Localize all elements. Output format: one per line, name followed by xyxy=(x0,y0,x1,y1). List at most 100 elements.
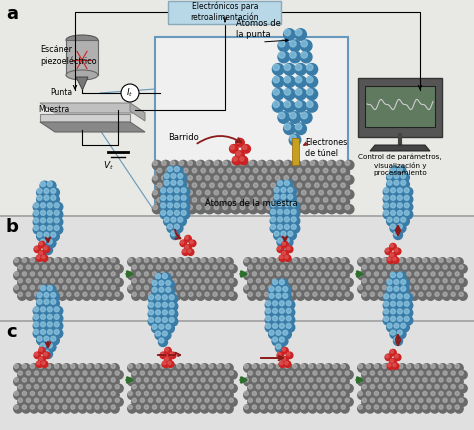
Circle shape xyxy=(431,258,435,262)
Circle shape xyxy=(204,398,213,406)
Circle shape xyxy=(168,405,177,413)
Circle shape xyxy=(193,405,197,409)
Circle shape xyxy=(209,272,213,276)
Circle shape xyxy=(55,378,59,382)
Circle shape xyxy=(244,197,254,206)
Circle shape xyxy=(201,258,205,262)
Circle shape xyxy=(362,264,370,273)
Circle shape xyxy=(415,405,419,409)
Circle shape xyxy=(401,280,406,284)
Circle shape xyxy=(128,378,136,386)
Circle shape xyxy=(152,285,161,293)
Circle shape xyxy=(209,258,217,266)
Circle shape xyxy=(87,286,91,290)
Circle shape xyxy=(419,384,423,389)
Circle shape xyxy=(427,265,431,269)
Circle shape xyxy=(225,272,229,276)
Circle shape xyxy=(132,292,137,296)
Circle shape xyxy=(341,198,346,202)
Circle shape xyxy=(107,292,111,296)
Circle shape xyxy=(370,279,374,283)
Circle shape xyxy=(67,265,71,269)
Circle shape xyxy=(159,280,164,286)
Circle shape xyxy=(39,347,45,354)
Circle shape xyxy=(18,265,22,269)
Circle shape xyxy=(279,337,288,346)
Circle shape xyxy=(212,292,221,300)
Circle shape xyxy=(390,253,396,259)
Circle shape xyxy=(188,264,197,273)
Circle shape xyxy=(136,258,140,262)
Circle shape xyxy=(402,279,407,283)
Circle shape xyxy=(422,405,431,413)
Circle shape xyxy=(391,167,395,172)
Circle shape xyxy=(282,357,285,360)
Circle shape xyxy=(160,195,169,204)
Circle shape xyxy=(290,40,296,47)
Circle shape xyxy=(248,398,253,402)
Circle shape xyxy=(309,258,313,262)
Circle shape xyxy=(169,310,174,315)
Circle shape xyxy=(188,175,192,180)
Circle shape xyxy=(94,271,103,280)
Circle shape xyxy=(285,361,288,365)
Circle shape xyxy=(59,265,63,269)
Circle shape xyxy=(54,203,63,212)
Circle shape xyxy=(44,232,53,241)
Circle shape xyxy=(40,225,46,230)
Circle shape xyxy=(176,391,185,399)
Circle shape xyxy=(295,29,306,40)
Circle shape xyxy=(33,225,42,234)
Circle shape xyxy=(325,286,329,290)
Circle shape xyxy=(71,378,75,382)
Circle shape xyxy=(39,251,43,255)
Circle shape xyxy=(54,364,63,372)
Circle shape xyxy=(404,301,409,306)
Circle shape xyxy=(99,292,107,300)
Circle shape xyxy=(341,271,349,280)
Circle shape xyxy=(273,265,277,269)
Circle shape xyxy=(345,190,354,199)
Circle shape xyxy=(451,292,459,300)
Circle shape xyxy=(132,398,140,406)
Circle shape xyxy=(161,205,170,214)
Circle shape xyxy=(269,293,274,298)
Circle shape xyxy=(304,398,313,406)
Circle shape xyxy=(277,352,283,359)
Circle shape xyxy=(44,350,53,359)
Circle shape xyxy=(170,175,175,180)
Circle shape xyxy=(383,210,392,219)
Circle shape xyxy=(155,302,161,307)
Circle shape xyxy=(320,371,329,379)
Circle shape xyxy=(310,160,319,169)
Circle shape xyxy=(295,88,306,100)
Circle shape xyxy=(435,292,443,300)
Circle shape xyxy=(214,175,223,184)
Circle shape xyxy=(161,258,165,262)
Circle shape xyxy=(287,353,290,356)
Circle shape xyxy=(217,364,221,369)
Circle shape xyxy=(455,258,463,266)
Circle shape xyxy=(115,278,123,287)
Circle shape xyxy=(40,314,49,323)
Circle shape xyxy=(397,188,402,193)
Circle shape xyxy=(274,194,279,199)
Circle shape xyxy=(182,249,189,255)
Circle shape xyxy=(366,391,374,399)
Circle shape xyxy=(165,280,174,289)
Circle shape xyxy=(222,160,231,169)
Circle shape xyxy=(33,203,42,212)
Circle shape xyxy=(26,398,34,406)
Circle shape xyxy=(181,265,185,269)
Circle shape xyxy=(378,384,383,389)
Circle shape xyxy=(237,139,241,143)
Circle shape xyxy=(292,405,297,409)
Circle shape xyxy=(240,157,244,161)
Circle shape xyxy=(390,350,393,353)
Circle shape xyxy=(204,278,213,287)
Circle shape xyxy=(280,255,283,258)
Circle shape xyxy=(276,378,284,386)
Circle shape xyxy=(169,272,173,276)
Circle shape xyxy=(34,371,38,375)
Circle shape xyxy=(430,405,439,413)
